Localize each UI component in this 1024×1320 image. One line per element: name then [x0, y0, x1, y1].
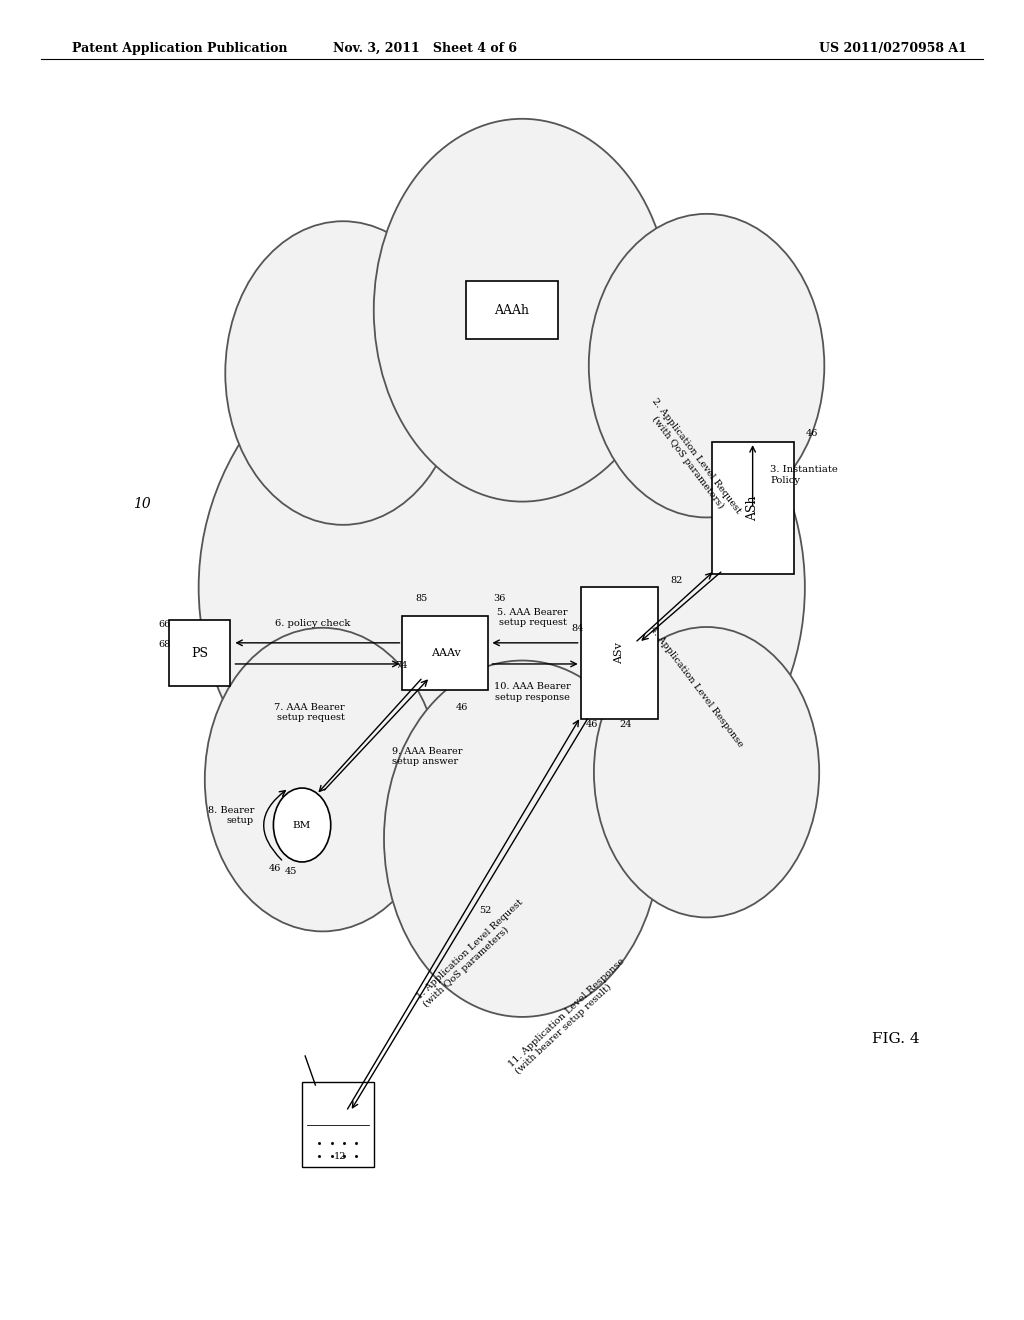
Text: 2. Application Level Request
(with QoS parameters): 2. Application Level Request (with QoS p…: [642, 396, 742, 521]
Text: 85: 85: [416, 594, 428, 603]
Text: Nov. 3, 2011   Sheet 4 of 6: Nov. 3, 2011 Sheet 4 of 6: [333, 42, 517, 55]
Text: 52: 52: [479, 907, 492, 916]
Text: 36: 36: [494, 594, 506, 603]
Text: 7. AAA Bearer
setup request: 7. AAA Bearer setup request: [274, 704, 345, 722]
Text: 5. AAA Bearer
setup request: 5. AAA Bearer setup request: [498, 607, 567, 627]
FancyBboxPatch shape: [402, 616, 488, 690]
Text: 45: 45: [285, 867, 297, 876]
Text: ASv: ASv: [614, 643, 625, 664]
Text: 12: 12: [334, 1152, 346, 1162]
Text: 84: 84: [571, 624, 584, 634]
Text: 82: 82: [671, 577, 683, 586]
Text: AAAh: AAAh: [495, 304, 529, 317]
Text: 11. Application Level Response
(with bearer setup result): 11. Application Level Response (with bea…: [507, 957, 634, 1076]
Text: 46: 46: [806, 429, 818, 438]
Circle shape: [205, 628, 440, 932]
Text: 8. Bearer
setup: 8. Bearer setup: [208, 807, 254, 825]
Text: ASh: ASh: [746, 495, 759, 521]
Circle shape: [273, 788, 331, 862]
Circle shape: [374, 119, 671, 502]
Text: 9. AAA Bearer
setup answer: 9. AAA Bearer setup answer: [392, 747, 463, 766]
Text: US 2011/0270958 A1: US 2011/0270958 A1: [819, 42, 967, 55]
Text: 46: 46: [586, 721, 598, 730]
Text: BM: BM: [293, 821, 311, 829]
Text: 66: 66: [159, 620, 171, 630]
Text: 74: 74: [395, 661, 408, 671]
Text: 3. Instantiate
Policy: 3. Instantiate Policy: [770, 466, 838, 484]
Text: PS: PS: [191, 647, 208, 660]
Text: AAAv: AAAv: [430, 648, 461, 659]
Text: FIG. 4: FIG. 4: [872, 1032, 920, 1045]
Text: 46: 46: [268, 865, 281, 874]
FancyBboxPatch shape: [302, 1082, 374, 1167]
Text: 24: 24: [620, 721, 632, 730]
FancyBboxPatch shape: [581, 587, 658, 719]
Ellipse shape: [199, 301, 805, 874]
Text: Patent Application Publication: Patent Application Publication: [72, 42, 287, 55]
Text: 1. Application Level Request
(with QoS parameters): 1. Application Level Request (with QoS p…: [415, 898, 531, 1008]
Circle shape: [589, 214, 824, 517]
FancyBboxPatch shape: [712, 442, 794, 574]
Text: 46: 46: [456, 704, 468, 713]
Text: 10. AAA Bearer
setup response: 10. AAA Bearer setup response: [495, 682, 570, 702]
Circle shape: [225, 222, 461, 525]
Text: 6. policy check: 6. policy check: [274, 619, 350, 628]
Circle shape: [594, 627, 819, 917]
Circle shape: [384, 660, 660, 1016]
FancyBboxPatch shape: [169, 620, 230, 686]
Text: 4. Application Level Response: 4. Application Level Response: [648, 624, 744, 748]
Text: 10: 10: [133, 498, 151, 511]
FancyBboxPatch shape: [466, 281, 558, 339]
Text: 68: 68: [159, 640, 171, 649]
